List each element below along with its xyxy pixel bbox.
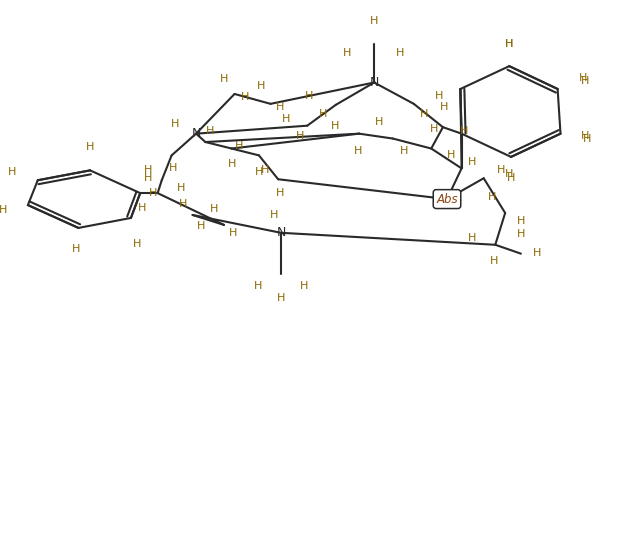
Text: H: H (276, 102, 284, 112)
Text: H: H (254, 281, 262, 291)
Text: H: H (468, 233, 476, 243)
Text: H: H (497, 165, 505, 176)
Text: H: H (169, 164, 178, 173)
Text: H: H (257, 81, 265, 91)
Text: H: H (505, 169, 514, 179)
Text: H: H (354, 146, 362, 155)
Text: H: H (171, 119, 179, 129)
Text: H: H (447, 149, 455, 160)
Text: H: H (396, 48, 404, 58)
Text: H: H (319, 109, 327, 119)
Text: H: H (144, 165, 153, 176)
Text: H: H (8, 167, 16, 177)
Text: H: H (517, 229, 525, 239)
Text: H: H (507, 173, 516, 183)
Text: H: H (581, 76, 589, 86)
Text: H: H (343, 48, 351, 58)
Text: H: H (144, 173, 153, 183)
Text: H: H (196, 222, 205, 231)
Text: H: H (206, 126, 214, 136)
Text: H: H (440, 102, 448, 112)
Text: H: H (270, 210, 278, 220)
Text: H: H (255, 167, 263, 177)
Text: H: H (295, 131, 304, 141)
Text: H: H (489, 256, 498, 266)
Text: H: H (138, 203, 146, 213)
Text: H: H (533, 248, 541, 258)
Text: H: H (331, 121, 339, 131)
Text: H: H (261, 165, 269, 176)
Text: H: H (517, 217, 525, 226)
Text: H: H (241, 92, 249, 102)
Text: H: H (210, 204, 218, 214)
Text: H: H (86, 142, 94, 152)
Text: H: H (0, 205, 7, 215)
Text: N: N (370, 76, 379, 89)
Text: H: H (429, 124, 438, 133)
Text: N: N (191, 127, 201, 140)
Text: H: H (149, 188, 157, 198)
Text: H: H (401, 146, 409, 155)
Text: H: H (72, 243, 80, 254)
Text: H: H (435, 91, 444, 101)
Text: H: H (582, 133, 591, 143)
Text: H: H (179, 199, 187, 209)
Text: H: H (132, 239, 141, 249)
Text: H: H (420, 109, 428, 119)
Text: H: H (276, 188, 284, 198)
Text: H: H (227, 159, 236, 170)
Text: H: H (505, 39, 514, 49)
Text: H: H (460, 126, 469, 136)
Text: H: H (300, 281, 309, 291)
Text: H: H (375, 117, 383, 127)
Text: H: H (229, 228, 238, 238)
Text: H: H (488, 191, 496, 202)
Text: H: H (581, 131, 589, 141)
Text: Abs: Abs (436, 193, 458, 206)
Text: H: H (505, 39, 514, 49)
Text: N: N (276, 226, 286, 239)
Text: H: H (305, 91, 313, 101)
Text: H: H (370, 15, 378, 26)
Text: H: H (235, 141, 243, 150)
Text: H: H (277, 293, 285, 304)
Text: H: H (220, 74, 228, 84)
Text: H: H (578, 73, 587, 83)
Text: H: H (282, 114, 290, 124)
Text: H: H (177, 183, 185, 193)
Text: H: H (468, 157, 476, 167)
